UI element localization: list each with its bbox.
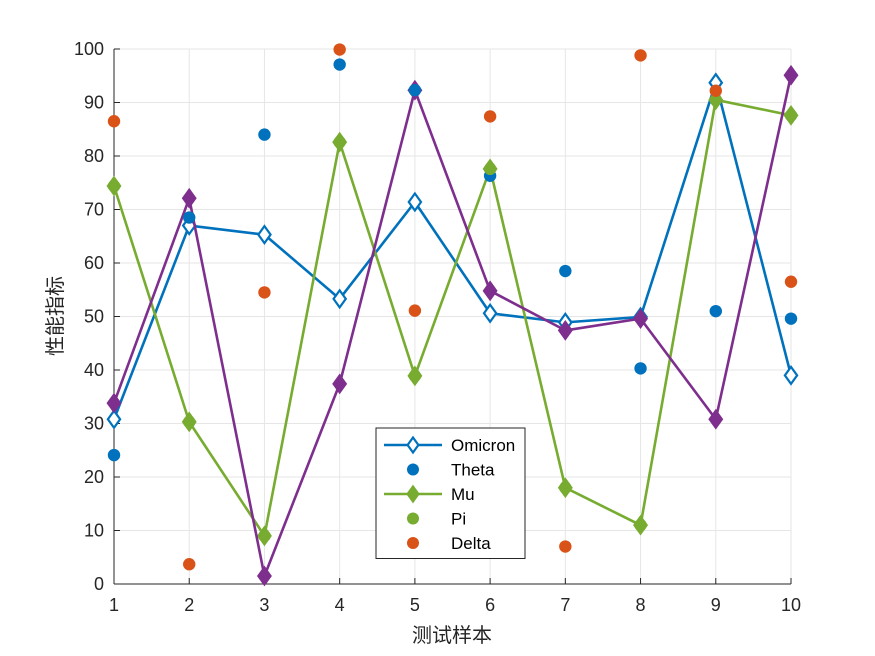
- y-tick-label: 10: [84, 521, 104, 541]
- legend-label: Theta: [451, 461, 495, 480]
- data-point-marker: [708, 408, 724, 430]
- data-point-marker: [332, 373, 348, 395]
- legend-label: Mu: [451, 485, 475, 504]
- y-tick-label: 60: [84, 253, 104, 273]
- data-point-marker: [783, 64, 799, 86]
- y-tick-label: 40: [84, 360, 104, 380]
- legend-marker: [407, 463, 419, 476]
- data-point-marker: [106, 408, 122, 430]
- data-point-marker: [557, 320, 573, 341]
- y-tick-label: 90: [84, 93, 104, 113]
- series-omicron: [106, 72, 799, 430]
- data-point: [559, 481, 572, 494]
- x-axis-label: 测试样本: [412, 623, 492, 647]
- legend-entry-mu: Mu: [384, 484, 475, 504]
- legend-entry-pi: Pi: [407, 510, 466, 529]
- data-point: [258, 529, 271, 543]
- data-point: [709, 93, 722, 107]
- legend-label: Pi: [451, 510, 466, 529]
- data-point: [709, 304, 722, 318]
- data-point: [333, 58, 346, 71]
- x-tick-label: 8: [636, 595, 646, 615]
- data-point: [183, 415, 196, 429]
- data-point-marker: [407, 191, 423, 213]
- data-point: [107, 179, 121, 193]
- legend-entry-delta: Delta: [407, 534, 491, 553]
- data-point: [483, 162, 497, 176]
- data-point: [107, 115, 121, 128]
- data-point-marker: [482, 280, 498, 302]
- series-layer: [106, 43, 799, 587]
- legend-marker: [406, 435, 420, 455]
- data-point-marker: [256, 565, 272, 587]
- data-point: [784, 275, 798, 288]
- data-point-marker: [783, 364, 799, 386]
- legend-label: Delta: [451, 534, 491, 553]
- data-point-marker: [181, 187, 197, 209]
- data-point: [408, 83, 422, 97]
- data-point: [258, 286, 271, 299]
- x-tick-label: 10: [781, 595, 801, 615]
- x-tick-label: 7: [560, 595, 570, 615]
- legend: Omicron Theta Mu Pi Delta: [375, 427, 526, 559]
- data-point: [559, 540, 572, 553]
- data-point: [107, 448, 121, 462]
- series-line: [112, 81, 793, 420]
- data-point-marker: [256, 224, 272, 246]
- data-point: [483, 110, 497, 123]
- data-point: [559, 264, 572, 278]
- data-point: [183, 558, 196, 571]
- data-point-marker: [633, 308, 649, 330]
- y-tick-label: 50: [84, 307, 104, 327]
- series-line: [112, 74, 793, 578]
- x-tick-label: 2: [184, 595, 194, 615]
- y-tick-label: 80: [84, 146, 104, 166]
- legend-entry-theta: Theta: [407, 461, 495, 480]
- legend-label: Omicron: [451, 436, 515, 455]
- data-point: [408, 304, 422, 317]
- data-point: [784, 109, 798, 122]
- legend-marker: [407, 537, 419, 549]
- x-tick-label: 3: [259, 595, 269, 615]
- series-theta: [107, 58, 798, 462]
- data-point: [784, 312, 798, 325]
- data-point-marker: [106, 392, 122, 414]
- y-tick-label: 30: [84, 414, 104, 434]
- y-tick-label: 20: [84, 467, 104, 487]
- series-purple-unlabeled: [106, 64, 799, 587]
- series-delta: [107, 43, 798, 571]
- series-line: [112, 98, 792, 538]
- data-point: [408, 369, 422, 383]
- y-tick-label: 100: [74, 39, 104, 59]
- data-point: [183, 211, 196, 224]
- x-tick-label: 1: [109, 595, 119, 615]
- legend-entry-omicron: Omicron: [384, 435, 515, 455]
- y-tick-label: 0: [94, 574, 104, 594]
- data-point: [634, 362, 647, 375]
- data-point: [258, 128, 271, 141]
- x-tick-label: 4: [335, 595, 345, 615]
- data-point: [634, 49, 647, 62]
- data-point: [634, 518, 647, 532]
- series-pi: [107, 93, 798, 543]
- y-tick-label: 70: [84, 200, 104, 220]
- data-point: [333, 43, 346, 56]
- legend-marker: [407, 512, 419, 525]
- x-tick-label: 6: [485, 595, 495, 615]
- data-point-marker: [482, 302, 498, 324]
- y-axis-label: 性能指标: [43, 276, 67, 356]
- x-tick-label: 9: [711, 595, 721, 615]
- data-point: [709, 84, 722, 97]
- legend-marker: [406, 484, 420, 504]
- x-tick-label: 5: [410, 595, 420, 615]
- data-point-marker: [332, 288, 348, 310]
- data-point: [333, 135, 346, 149]
